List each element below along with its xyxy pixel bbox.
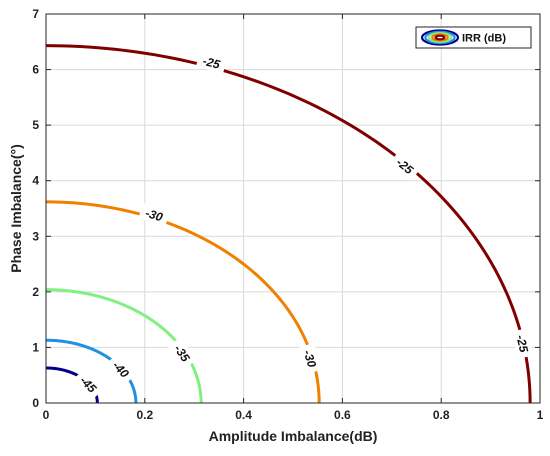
x-tick-label: 0.4 bbox=[235, 408, 252, 422]
legend-ring-35 bbox=[427, 31, 453, 43]
contour-label-30: -30 bbox=[138, 202, 170, 227]
legend-entry-irr: IRR (dB) bbox=[462, 33, 506, 45]
legend-ring-45 bbox=[420, 29, 460, 46]
x-tick-label: 0.6 bbox=[334, 408, 351, 422]
contour-label-30: -30 bbox=[298, 342, 323, 375]
y-tick-label: 6 bbox=[32, 63, 39, 77]
y-tick-label: 3 bbox=[32, 229, 39, 243]
plot-background bbox=[46, 14, 540, 403]
legend-ring-40 bbox=[424, 30, 456, 45]
grid bbox=[46, 14, 540, 403]
legend-ring-25 bbox=[434, 34, 446, 41]
y-tick-label: 5 bbox=[32, 118, 39, 132]
contour-label-bg bbox=[298, 342, 323, 375]
contour-label-text: -30 bbox=[301, 348, 320, 369]
axis-ticks: 0 0.2 0.4 0.6 0.8 1 0 1 2 3 4 5 6 7 bbox=[32, 7, 543, 422]
contour-label-bg bbox=[195, 50, 228, 74]
contour-line-25 bbox=[45, 44, 532, 404]
x-tick-label: 0.2 bbox=[136, 408, 153, 422]
plot-frame bbox=[45, 13, 541, 404]
contour-legend-icon bbox=[420, 29, 460, 46]
y-tick-label: 4 bbox=[32, 174, 39, 188]
contour-label-bg bbox=[138, 202, 170, 227]
legend-ring-30 bbox=[431, 33, 449, 42]
y-tick-label: 2 bbox=[32, 285, 39, 299]
contour-label-25: -25 bbox=[195, 50, 228, 74]
legend: IRR (dB) bbox=[415, 26, 532, 49]
contour-label-text: -25 bbox=[513, 334, 531, 354]
contour-label-bg bbox=[105, 353, 137, 385]
x-axis-title: Amplitude Imbalance(dB) bbox=[209, 428, 378, 444]
y-axis-title: Phase Imbalance(°) bbox=[8, 144, 24, 273]
x-tick-label: 0 bbox=[43, 408, 50, 422]
y-tick-label: 7 bbox=[32, 7, 39, 21]
contour-label-bg bbox=[73, 368, 104, 400]
x-tick-label: 0.8 bbox=[433, 408, 450, 422]
contour-line-40 bbox=[45, 338, 138, 404]
y-tick-label: 0 bbox=[32, 396, 39, 410]
x-tick-label: 1 bbox=[537, 408, 544, 422]
y-tick-label: 1 bbox=[32, 340, 39, 354]
contour-line-35 bbox=[45, 288, 203, 404]
contour-label-25: -25 bbox=[511, 328, 534, 359]
contour-label-bg bbox=[389, 150, 421, 181]
contour-label-bg bbox=[167, 336, 197, 370]
contour-label-bg bbox=[511, 328, 534, 359]
contour-label-text: -25 bbox=[201, 54, 222, 72]
contour-label-text: -30 bbox=[144, 206, 165, 225]
